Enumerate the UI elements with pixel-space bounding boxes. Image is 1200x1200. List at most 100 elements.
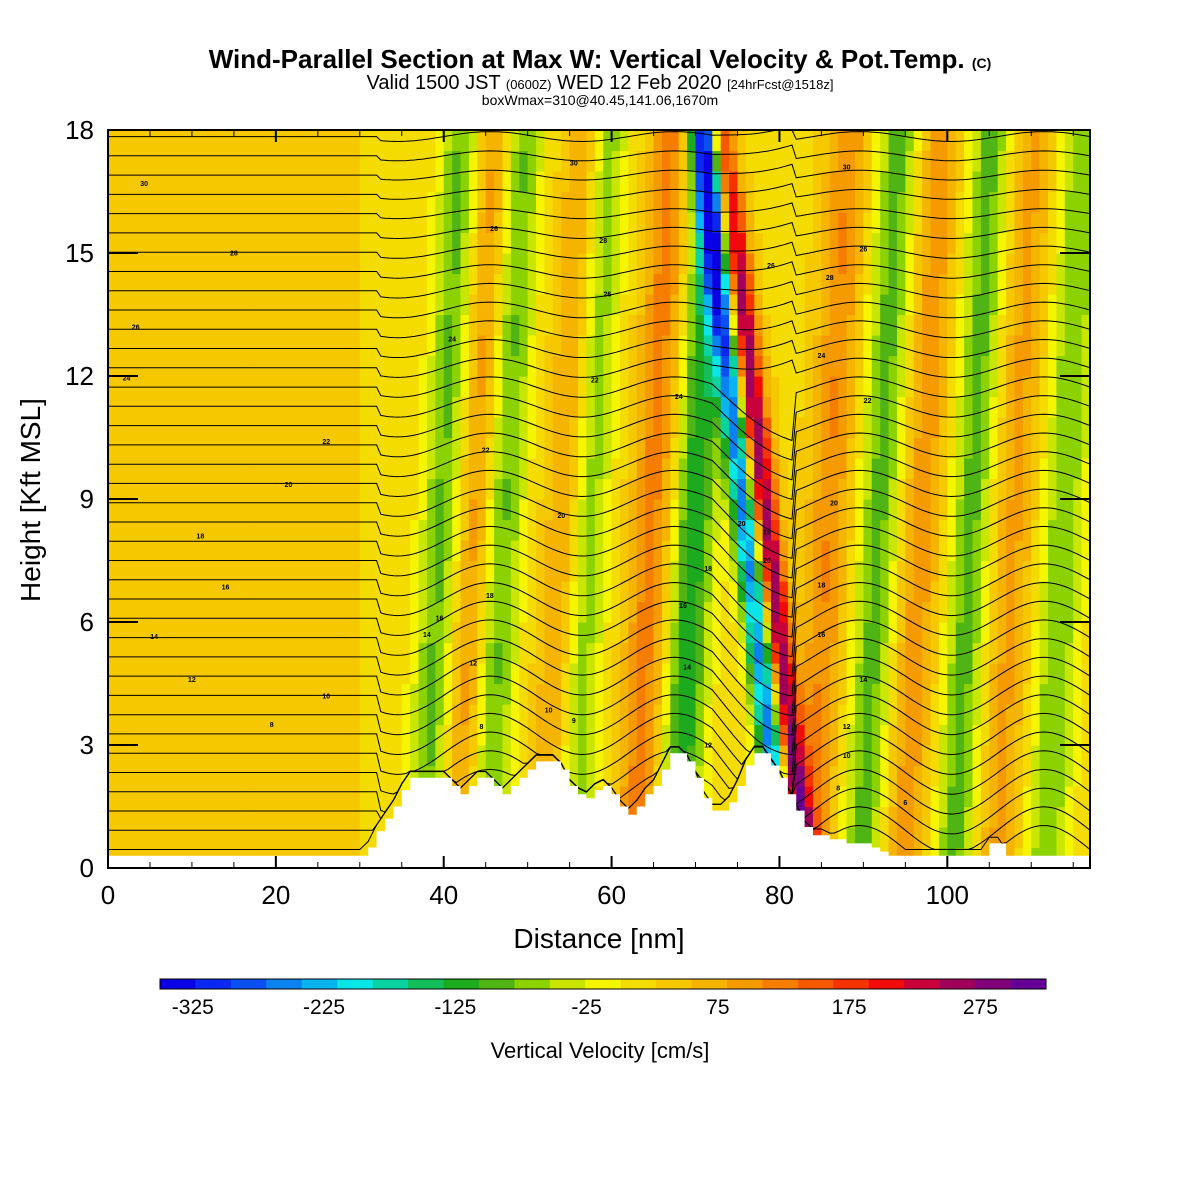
velocity-cell — [754, 396, 764, 418]
velocity-cell — [913, 622, 923, 644]
velocity-cell — [233, 458, 243, 480]
velocity-cell — [1048, 827, 1058, 849]
velocity-cell — [854, 765, 864, 787]
velocity-cell — [594, 663, 604, 685]
velocity-cell — [569, 212, 579, 234]
velocity-cell — [922, 150, 932, 172]
velocity-cell — [863, 540, 873, 562]
velocity-cell — [964, 376, 974, 398]
velocity-cell — [829, 765, 839, 787]
velocity-cell — [561, 191, 571, 213]
velocity-cell — [838, 622, 848, 644]
velocity-cell — [1073, 540, 1083, 562]
velocity-cell — [938, 581, 948, 603]
colorbar-tick-label: -125 — [434, 996, 476, 1019]
velocity-cell — [888, 458, 898, 480]
velocity-cell — [603, 499, 613, 521]
velocity-cell — [913, 355, 923, 377]
velocity-cell — [166, 601, 176, 623]
velocity-cell — [502, 294, 512, 316]
velocity-cell — [636, 130, 646, 152]
velocity-cell — [611, 355, 621, 377]
velocity-cell — [1014, 150, 1024, 172]
velocity-cell — [997, 232, 1007, 254]
velocity-cell — [359, 745, 369, 767]
velocity-cell — [930, 171, 940, 193]
velocity-cell — [1022, 745, 1032, 767]
velocity-cell — [1064, 478, 1074, 500]
velocity-cell — [611, 765, 621, 787]
velocity-cell — [426, 335, 436, 357]
velocity-cell — [947, 499, 957, 521]
velocity-cell — [376, 806, 386, 828]
velocity-cell — [661, 396, 671, 418]
velocity-cell — [863, 642, 873, 664]
velocity-cell — [989, 663, 999, 685]
velocity-cell — [594, 704, 604, 726]
velocity-cell — [510, 724, 520, 746]
velocity-cell — [552, 683, 562, 705]
velocity-cell — [393, 273, 403, 295]
velocity-cell — [108, 519, 117, 541]
velocity-cell — [938, 765, 948, 787]
velocity-cell — [1022, 212, 1032, 234]
velocity-cell — [896, 724, 906, 746]
velocity-cell — [1014, 765, 1024, 787]
velocity-cell — [309, 519, 319, 541]
velocity-cell — [1006, 519, 1016, 541]
velocity-cell — [888, 130, 898, 152]
velocity-cell — [896, 437, 906, 459]
velocity-cell — [149, 396, 159, 418]
velocity-cell — [989, 786, 999, 808]
velocity-cell — [426, 663, 436, 685]
velocity-cell — [964, 642, 974, 664]
velocity-cell — [544, 253, 554, 275]
velocity-cell — [149, 314, 159, 336]
velocity-cell — [217, 294, 227, 316]
velocity-cell — [460, 253, 470, 275]
velocity-cell — [191, 191, 201, 213]
velocity-cell — [242, 232, 252, 254]
velocity-cell — [443, 499, 453, 521]
velocity-cell — [124, 478, 134, 500]
velocity-cell — [259, 191, 269, 213]
velocity-cell — [510, 212, 520, 234]
velocity-cell — [552, 253, 562, 275]
velocity-cell — [200, 191, 210, 213]
velocity-cell — [628, 273, 638, 295]
velocity-cell — [922, 683, 932, 705]
velocity-cell — [888, 150, 898, 172]
velocity-cell — [964, 171, 974, 193]
velocity-cell — [108, 663, 117, 685]
velocity-cell — [1081, 150, 1091, 172]
velocity-cell — [494, 519, 504, 541]
velocity-cell — [468, 642, 478, 664]
velocity-cell — [1022, 130, 1032, 152]
velocity-cell — [200, 724, 210, 746]
velocity-cell — [863, 724, 873, 746]
velocity-cell — [603, 273, 613, 295]
velocity-cell — [964, 581, 974, 603]
velocity-cell — [275, 581, 285, 603]
velocity-cell — [284, 642, 294, 664]
velocity-cell — [1048, 191, 1058, 213]
velocity-cell — [351, 396, 361, 418]
velocity-cell — [519, 560, 529, 582]
velocity-cell — [813, 806, 823, 828]
velocity-cell — [678, 437, 688, 459]
velocity-cell — [729, 540, 739, 562]
velocity-cell — [552, 314, 562, 336]
velocity-cell — [829, 232, 839, 254]
velocity-cell — [435, 314, 445, 336]
velocity-cell — [1006, 191, 1016, 213]
velocity-cell — [871, 478, 881, 500]
velocity-cell — [410, 212, 420, 234]
velocity-cell — [1048, 396, 1058, 418]
velocity-cell — [284, 294, 294, 316]
velocity-cell — [225, 150, 235, 172]
colorbar-tick-label: 275 — [963, 996, 998, 1019]
velocity-cell — [829, 171, 839, 193]
velocity-cell — [636, 663, 646, 685]
velocity-cell — [217, 150, 227, 172]
velocity-cell — [846, 683, 856, 705]
